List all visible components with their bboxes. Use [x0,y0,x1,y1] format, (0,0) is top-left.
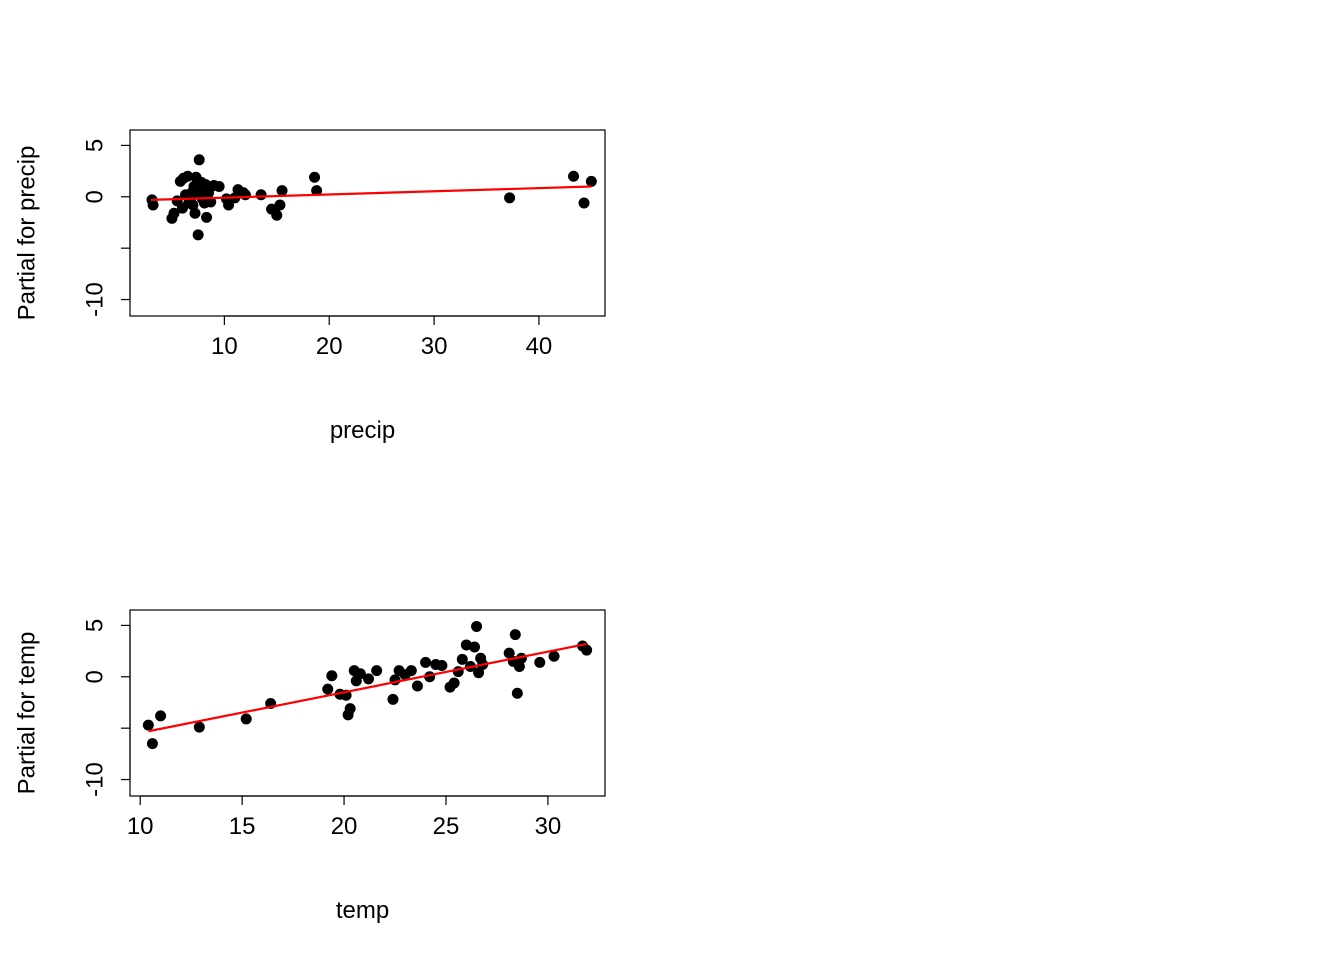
y-axis-title: Partial for precip [13,146,40,321]
x-tick-label: 25 [433,813,460,840]
data-point [168,207,180,219]
data-point [142,719,154,731]
data-point [585,175,597,187]
data-point [509,629,521,641]
y-tick-label: 5 [81,139,108,152]
data-point [456,653,468,665]
x-axis-title: temp [336,897,389,924]
data-point [193,154,205,166]
data-point [223,199,235,211]
data-point [147,199,159,211]
data-point [363,673,375,685]
data-point [255,189,267,201]
data-point [581,644,593,656]
data-point [448,677,460,689]
data-point [146,738,158,750]
data-point [213,181,225,193]
data-point [387,693,399,705]
y-tick-label: 0 [81,670,108,683]
data-point [405,665,417,677]
fit-line [148,642,587,733]
data-point [534,656,546,668]
y-tick-label: -10 [81,282,108,317]
data-point [469,641,481,653]
data-point [511,687,523,699]
x-tick-label: 15 [229,813,256,840]
x-axis-title: precip [330,417,395,444]
x-tick-label: 20 [316,333,343,360]
fit-line [150,185,592,201]
data-point [205,196,217,208]
x-tick-label: 30 [535,813,562,840]
data-point [193,721,205,733]
data-point [326,670,338,682]
data-point [471,620,483,632]
data-point [322,683,334,695]
x-tick-label: 30 [421,333,448,360]
data-point [420,656,432,668]
chart-panel-2: 10 15 20 25 30 5 0 -10 temp Partial for temp [13,609,606,924]
x-tick-label: 40 [526,333,553,360]
y-axis-title: Partial for temp [13,632,40,795]
x-tick-label: 10 [211,333,238,360]
data-point [578,197,590,209]
data-point [274,199,286,211]
data-point [276,185,288,197]
data-point [201,211,213,223]
data-point [354,668,366,680]
data-point [192,229,204,241]
y-tick-label: 0 [81,190,108,203]
data-point [189,207,201,219]
data-point [240,713,252,725]
data-point [568,170,580,182]
data-point [155,710,167,722]
data-point [239,189,251,201]
data-point [371,665,383,677]
y-tick-label: -10 [81,762,108,797]
plot-frame [129,609,606,797]
data-point [309,171,321,183]
data-point [344,703,356,715]
data-point [436,659,448,671]
data-point [504,192,516,204]
data-point [411,680,423,692]
x-tick-label: 10 [127,813,154,840]
y-tick-label: 5 [81,619,108,632]
data-point [548,650,560,662]
data-point [271,209,283,221]
x-tick-label: 20 [331,813,358,840]
